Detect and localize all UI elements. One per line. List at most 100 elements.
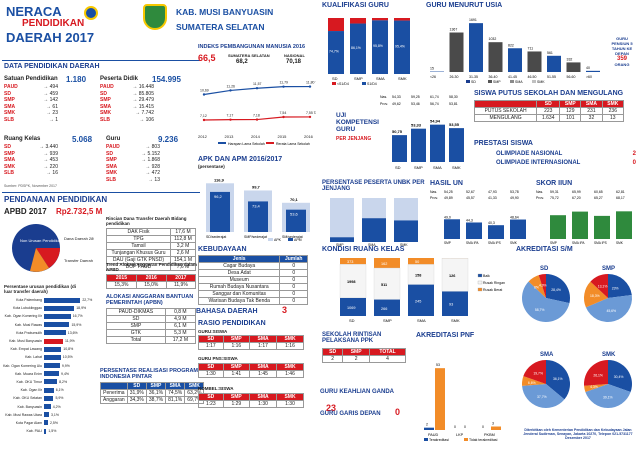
unbk-category-label: SMK <box>400 243 408 246</box>
ipm-year-label: 2014 <box>251 134 261 139</box>
putus-cell: 223 <box>536 107 561 115</box>
kab-bar-label: Kab. Ogan Komering Ilir <box>4 314 42 319</box>
usia-category-label: 31-35 <box>469 75 478 79</box>
kab-bar-value: 6,1% <box>55 388 64 393</box>
ipm-year-label: 2016 <box>304 134 314 139</box>
rincian-row: Tamsil 3,2 M <box>106 242 197 250</box>
usia-value-label: 1691 <box>469 18 477 22</box>
akreditasi-slice-label: 28,4% <box>551 288 561 292</box>
legend-label: Terakreditasi <box>429 438 449 442</box>
apk-subtitle: (persentase) <box>198 164 225 169</box>
guru-key: SD <box>106 150 113 157</box>
pnf-title: AKREDITASI PNF <box>416 332 475 339</box>
pnf-belum-bar <box>435 368 445 430</box>
trend-row: 15,3% 15,0% 11,9% <box>106 281 197 289</box>
kab-bar-row: Kab. Ogan Ilir 6,1% <box>2 386 102 394</box>
rincian-block: Rincian Dana Transfer Daerah Bidang pend… <box>106 216 198 271</box>
rls-line-label: 7,17 <box>227 114 234 118</box>
kab-bar-value: 11,9% <box>65 339 75 344</box>
alokasi-block: ALOKASI ANGGARAN BANTUAN PEMERINTAH (APB… <box>106 294 200 344</box>
alokasi-row: PAUD-DIKMAS 0,8 M <box>106 308 197 316</box>
satuan-key: SD <box>4 90 11 97</box>
pnf-section: AKREDITASI PNF 2 53 PAUD 0 0 LKP 0 3 PKBM Terakre… <box>414 332 514 452</box>
un-bar <box>510 219 526 239</box>
usia-category-label: 36-40 <box>489 75 498 79</box>
ruang-key: SMK <box>4 163 16 170</box>
hasil-un-section: HASIL UN Nas. Prov. 54,25 49,89 49,0 SMP 52,67… <box>428 180 532 246</box>
kualifikasi-s1-bar <box>328 31 344 74</box>
kab-bar <box>44 346 62 352</box>
pnf-belum-label: 3 <box>492 422 494 426</box>
kab-bar-value: 4,2% <box>52 404 61 409</box>
guru-row: SMK → 472 <box>106 170 160 177</box>
uji-value-label: 50,75 <box>392 129 403 134</box>
kualifikasi-value-label: 74,7% <box>329 50 339 54</box>
guru-key: PAUD <box>106 144 120 150</box>
kab-bar-label: Kab. Lahat <box>25 355 42 360</box>
rasio-rombel-cell: 1:30 <box>249 400 278 408</box>
putus-header-cell: SMK <box>601 100 625 108</box>
usia-category-label: <26 <box>430 75 436 79</box>
uji-bar-chart: Nas. Prov. 54,33 49,62 50,75 SD 59,25 53,46 53,3… <box>380 95 464 170</box>
kab-bar <box>44 338 64 344</box>
hasil-un-chart: Nas. Prov. 54,25 49,89 49,0 SMP 52,67 45,57 44,3… <box>430 190 526 245</box>
putus-cell: 101 <box>559 114 582 122</box>
iiun-bar <box>550 215 566 239</box>
kab-bar-value: 16,7% <box>72 314 83 319</box>
kab-bar-label: Kab. Ogan Komering Ulu <box>3 363 42 368</box>
legend-label: Baik <box>483 274 490 278</box>
unbk-title: PERSENTASE PESERTA UNBK PER JENJANG <box>322 180 425 192</box>
kualifikasi-category-label: SD <box>332 76 338 81</box>
kualifikasi-value-label: 95,8% <box>373 44 383 48</box>
ruang-key: SMP <box>4 150 15 157</box>
rasio-pns-cell: 1:45 <box>249 370 278 378</box>
prestasi-value: 2 <box>632 151 636 157</box>
akreditasi-pie-title: SD <box>540 266 549 272</box>
guru-value: → 472 <box>145 170 160 176</box>
kab-bar-value: 18,9% <box>76 306 87 311</box>
kondisi-category-label: SD <box>349 318 355 323</box>
trend-header-cell: 2017 <box>165 274 197 282</box>
iiun-bar <box>616 211 632 239</box>
kebudayaan-cell: Sanggar dan Komunitas <box>197 290 281 298</box>
guru-key: SMP <box>106 157 117 163</box>
rls-line-label: 7,18 <box>253 114 260 118</box>
putus-header-cell: SMP <box>559 100 582 108</box>
kondisi-baik-label: 245 <box>415 299 421 303</box>
trend-header-cell: 2015 <box>106 274 137 282</box>
kondisi-baik-bar <box>340 297 366 316</box>
kab-bar-row: Kab. Ogan Komering Ulu 9,9% <box>2 362 102 370</box>
satuan-value: → 1 <box>48 116 58 123</box>
satuan-value: → 142 <box>43 97 58 103</box>
source-note: Sumber: PDSPK, November 2017 <box>4 184 57 188</box>
ruang-key: SMA <box>4 157 16 163</box>
kab-bar-label: Kota Lubuklinggau <box>13 306 42 311</box>
akreditasi-slice <box>528 275 546 298</box>
kab-bar-label: Kab. Musi Rawas Utara <box>5 412 42 417</box>
kebudayaan-cell: Desa Adat <box>197 269 281 277</box>
legend-label: Harapan Lama Sekolah <box>228 142 265 146</box>
un-category-label: SMK <box>510 241 518 245</box>
kualifikasi-value-label: 86,1% <box>351 46 361 50</box>
rintisan-table: SD SMP TOTAL 2 2 4 <box>321 348 406 363</box>
un-nas-value: 47,93 <box>488 190 497 194</box>
pip-cell: 36,1% <box>145 389 167 397</box>
iiun-category-label: SMA IPA <box>572 241 585 245</box>
usia-value-label: 40 <box>586 66 590 70</box>
kab-bar <box>44 330 66 336</box>
rincian-cell: TPG <box>106 235 171 243</box>
pip-title: PERSENTASE REALISASI PROGRAM INDONESIA P… <box>100 368 198 380</box>
prestasi-row: OLIMPIADE INTERNASIONAL 0 <box>496 159 636 168</box>
hls-line-point <box>282 85 285 88</box>
guru-value: → 13 <box>148 176 160 183</box>
kebudayaan-table: Jenis Jumlah Cagar Budaya 0 Desa Adat 0 Museum… <box>197 255 308 305</box>
kualifikasi-category-label: SMP <box>354 76 363 81</box>
rls-line-point <box>308 115 312 119</box>
hls-line-label: 11,26 <box>227 84 236 88</box>
uji-category-label: SMA <box>433 165 442 170</box>
usia-value-label: 711 <box>528 46 534 50</box>
usia-bar <box>469 23 483 72</box>
apbd-pie: Non Urusan Pendidikan 2.145,3 M Dana Dae… <box>12 224 94 272</box>
rasio-guru-siswa-table: SD SMP SMA SMK 1:17 1:16 1:17 1:16 <box>198 335 304 350</box>
